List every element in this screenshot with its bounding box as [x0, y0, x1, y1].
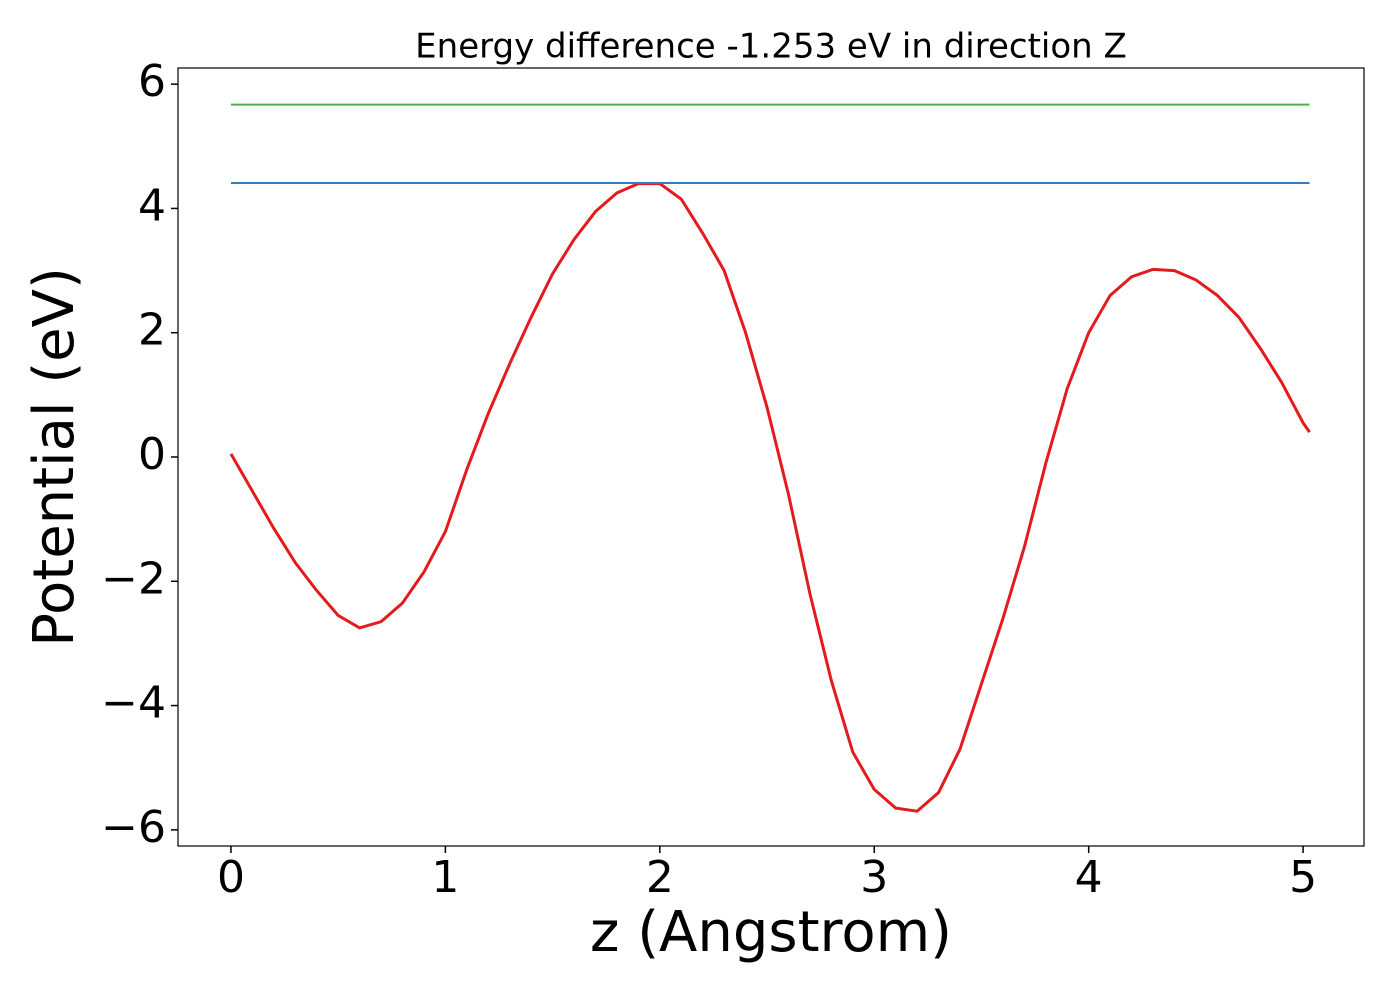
y-tick-label: −2 [101, 553, 166, 604]
chart-title: Energy difference -1.253 eV in direction… [415, 27, 1127, 67]
y-tick-label: 4 [138, 180, 166, 231]
y-tick-label: −6 [101, 802, 166, 853]
x-tick-label: 4 [1075, 852, 1103, 903]
x-tick-label: 0 [217, 852, 245, 903]
y-tick-label: 6 [138, 56, 166, 107]
x-tick-label: 2 [646, 852, 674, 903]
x-axis-label: z (Angstrom) [590, 900, 952, 965]
x-tick-label: 3 [860, 852, 888, 903]
x-tick-label: 1 [431, 852, 459, 903]
x-tick-label: 5 [1289, 852, 1317, 903]
line-series [229, 182, 1311, 813]
y-tick-label: 0 [138, 429, 166, 480]
y-axis-label: Potential (eV) [22, 267, 87, 647]
y-tick-label: 2 [138, 305, 166, 356]
y-tick-label: −4 [101, 678, 166, 729]
plot-frame [177, 67, 1365, 847]
